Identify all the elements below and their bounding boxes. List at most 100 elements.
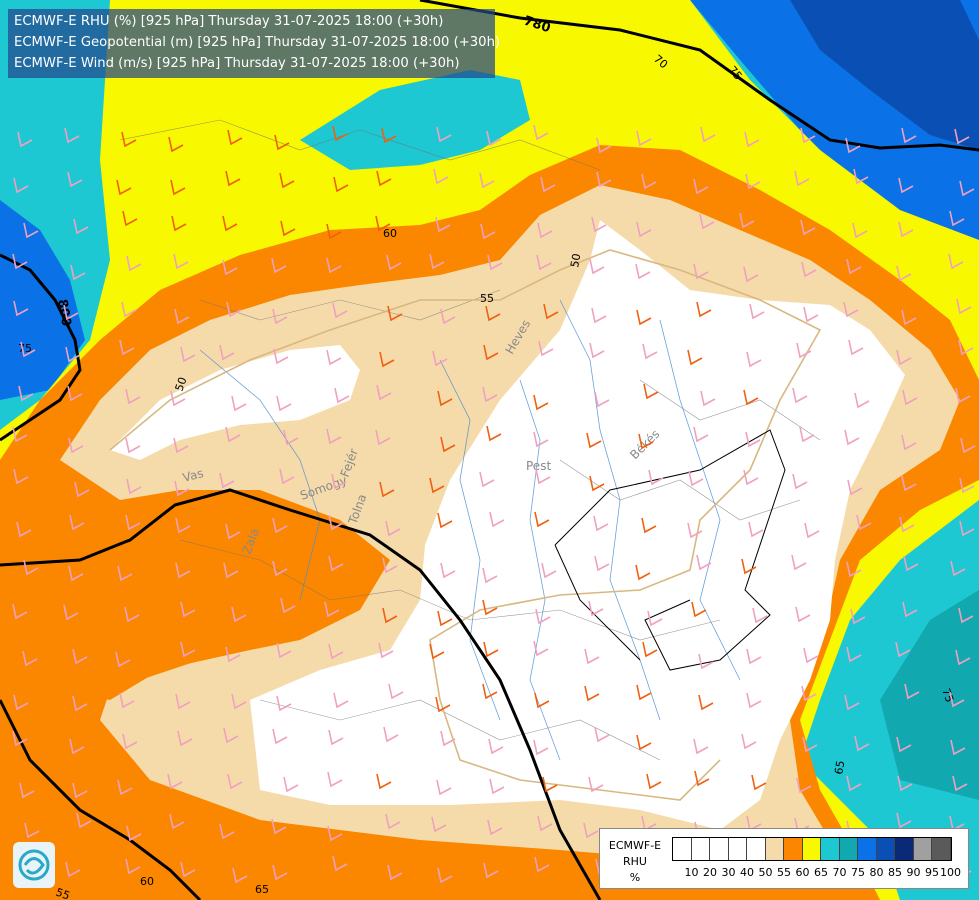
wind-barb-icon	[117, 779, 133, 796]
wind-barb-icon	[125, 437, 141, 454]
legend-swatch-65	[802, 838, 821, 860]
wind-barb-icon	[385, 813, 401, 830]
wind-barb-icon	[483, 344, 499, 361]
wind-barb-icon	[583, 822, 599, 839]
wind-barb-icon	[326, 349, 342, 366]
contour-label-65-east: 65	[832, 759, 847, 775]
wind-barb-icon	[222, 259, 238, 276]
wind-barb-icon	[589, 258, 605, 275]
wind-barb-icon	[950, 560, 966, 577]
wind-barb-icon	[748, 521, 764, 538]
legend-swatch-30	[710, 838, 729, 860]
wind-barb-icon	[641, 517, 657, 534]
geopotential-contour-southwest	[0, 699, 202, 900]
wind-barb-icon	[231, 693, 247, 710]
wind-barb-icon	[896, 349, 912, 366]
wind-barb-icon	[482, 599, 498, 616]
wind-barb-icon	[743, 389, 759, 406]
wind-barb-icon	[896, 736, 912, 753]
region-label-pest: Pest	[526, 459, 551, 473]
wind-barb-icon	[897, 775, 913, 792]
wind-barb-icon	[173, 437, 189, 454]
wind-barb-icon	[791, 554, 807, 571]
wind-barb-icon	[596, 171, 612, 188]
legend-ticks: 10 20 30 40 50 55 60 65 70 75 80 85 90 95 100	[672, 866, 967, 882]
wind-barb-icon	[486, 130, 502, 147]
wind-barb-icon	[845, 137, 861, 154]
wind-barb-icon	[332, 855, 348, 872]
wind-barb-icon	[959, 180, 975, 197]
legend-tick-85: 85	[888, 866, 902, 879]
wind-barb-icon	[326, 428, 342, 445]
wind-barb-icon	[64, 127, 80, 144]
wind-barb-icon	[326, 257, 342, 274]
legend-tick-55: 55	[777, 866, 791, 879]
wind-barb-icon	[24, 822, 40, 839]
region-label-vas: Vas	[181, 466, 205, 485]
wind-barb-icon	[180, 641, 196, 658]
wind-barb-icon	[13, 300, 29, 317]
wind-barb-icon	[63, 604, 79, 621]
wind-barb-icon	[435, 216, 451, 233]
wind-barb-icon	[271, 818, 287, 835]
wind-barb-icon	[387, 864, 403, 881]
wind-barb-icon	[479, 172, 495, 189]
wind-barb-icon	[72, 782, 88, 799]
wind-barb-icon	[482, 683, 498, 700]
wind-barb-icon	[844, 429, 860, 446]
wind-barb-icon	[479, 471, 495, 488]
wind-barb-icon	[227, 773, 243, 790]
title-wind: ECMWF-E Wind (m/s) [925 hPa] Thursday 31…	[14, 56, 460, 71]
wind-barb-icon	[538, 340, 554, 357]
wind-barb-icon	[844, 694, 860, 711]
wind-barb-icon	[436, 126, 452, 143]
rhu-band-70-north	[300, 70, 530, 170]
wind-barb-icon	[67, 171, 83, 188]
wind-barb-icon	[700, 126, 716, 143]
wind-barb-icon	[20, 341, 36, 358]
contour-label-800: 800	[54, 298, 73, 327]
wind-barb-icon	[219, 472, 235, 489]
wind-barb-icon	[850, 608, 866, 625]
wind-barb-icon	[226, 301, 242, 318]
wind-barb-icon	[376, 384, 392, 401]
wind-barb-icon	[743, 266, 759, 283]
wind-barb-icon	[688, 470, 704, 487]
wind-barb-icon	[896, 812, 912, 829]
wind-barb-icon	[954, 128, 970, 145]
wind-barb-icon	[636, 684, 652, 701]
wind-barb-icon	[802, 736, 818, 753]
wind-barb-icon	[533, 431, 549, 448]
wind-barb-icon	[327, 771, 343, 788]
legend-swatch-20	[691, 838, 710, 860]
wind-barb-icon	[333, 692, 349, 709]
wind-barb-icon	[124, 606, 140, 623]
wind-barb-icon	[173, 253, 189, 270]
wind-barb-icon	[328, 729, 344, 746]
legend-swatch-50	[747, 838, 766, 860]
wind-barb-icon	[283, 776, 299, 793]
wind-barb-icon	[903, 555, 919, 572]
wind-barb-icon	[486, 425, 502, 442]
wind-barb-icon	[168, 136, 184, 153]
wind-barb-icon	[121, 131, 137, 148]
wind-barb-icon	[489, 511, 505, 528]
wind-barb-icon	[18, 385, 34, 402]
wind-barb-icon	[485, 305, 501, 322]
wind-barb-icon	[591, 216, 607, 233]
geopotential-contour-800-west	[0, 253, 82, 442]
wind-barb-icon	[68, 437, 84, 454]
wind-barb-icon	[69, 738, 85, 755]
wind-barb-icon	[898, 177, 914, 194]
wind-barb-icon	[955, 387, 971, 404]
wind-barb-icon	[271, 257, 287, 274]
wind-barb-icon	[901, 434, 917, 451]
wind-barb-icon	[375, 215, 391, 232]
contour-label-60-north: 60	[383, 227, 397, 240]
wind-barb-icon	[74, 481, 90, 498]
wind-barb-icon	[699, 213, 715, 230]
wind-barb-icon	[225, 170, 241, 187]
wind-barb-icon	[483, 862, 499, 879]
wind-barb-icon	[804, 522, 820, 539]
wind-barb-icon	[174, 480, 190, 497]
